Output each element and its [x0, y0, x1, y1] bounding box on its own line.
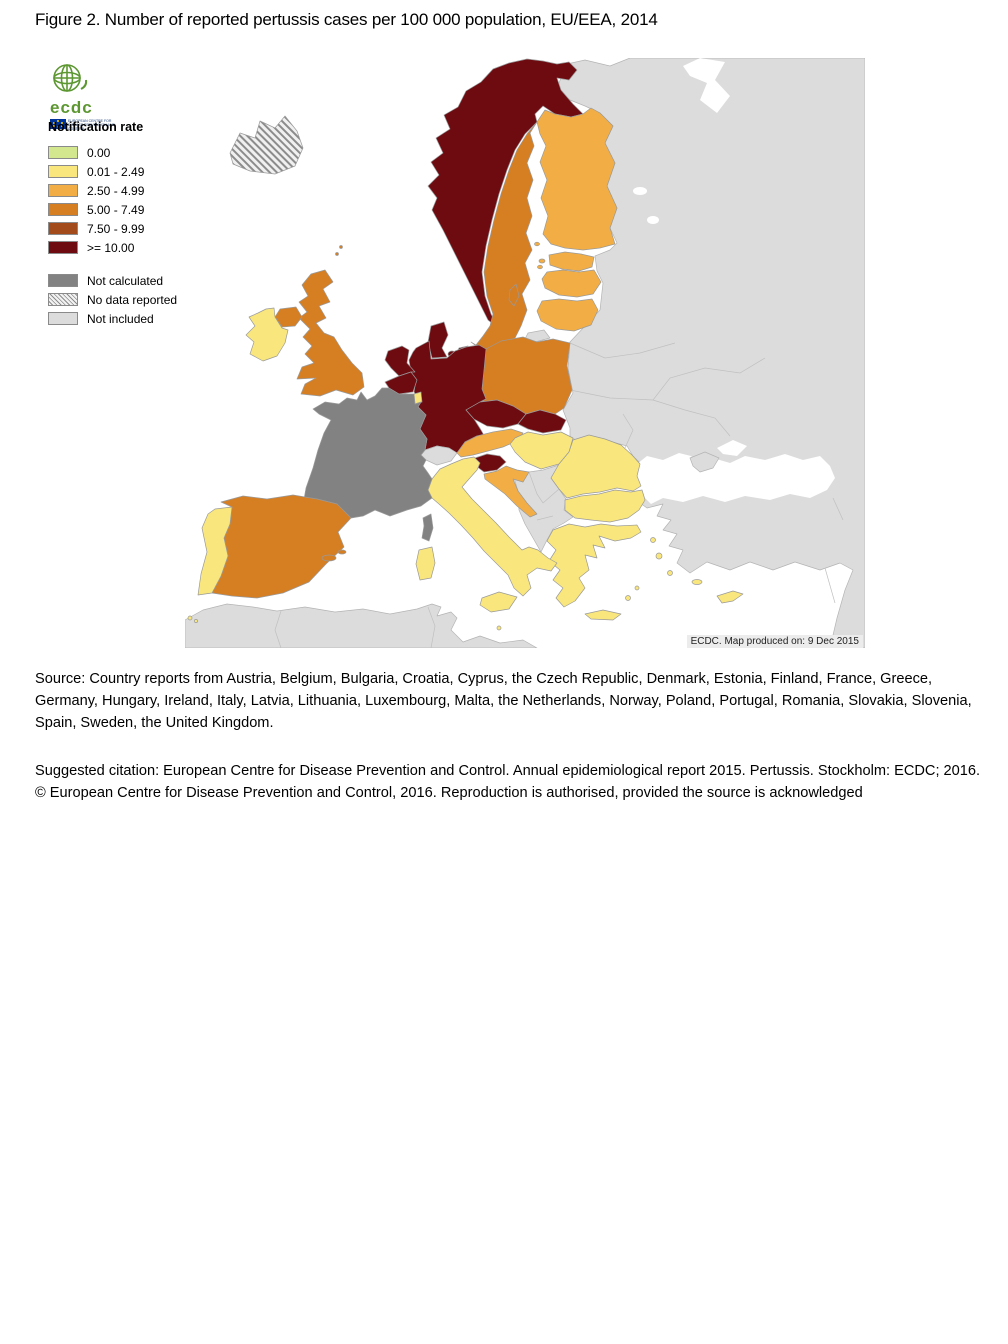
legend-item-r0: 0.00 [48, 143, 198, 162]
white-sea [683, 58, 730, 113]
legend-rate-classes: 0.00 0.01 - 2.49 2.50 - 4.99 5.00 - 7.49 7.5… [48, 143, 198, 257]
legend-label: No data reported [87, 292, 178, 307]
country-norway [427, 58, 584, 329]
country-bulgaria [564, 489, 646, 523]
legend-label: 0.01 - 2.49 [87, 164, 145, 179]
country-non-eu-eea [185, 603, 538, 648]
ecdc-logo: ecdc EUROPEAN CENTRE FOR DISEASE PREVENTI… [48, 62, 168, 132]
country-ireland [245, 307, 289, 362]
country-italy [415, 546, 436, 581]
country-non-eu-eea [513, 464, 574, 553]
legend-item-no_data: No data reported [48, 290, 198, 309]
country-greece [584, 609, 622, 621]
legend-label: Not included [87, 311, 154, 326]
country-estonia [537, 264, 543, 270]
legend-swatch-r5 [48, 241, 78, 254]
country-spain [321, 554, 337, 562]
legend-item-not_calculated: Not calculated [48, 271, 198, 290]
country-united-kingdom [339, 245, 343, 249]
country-cyprus [716, 590, 744, 604]
country-estonia [548, 251, 595, 272]
country-greece [634, 585, 640, 591]
country-greece [650, 537, 656, 543]
lake [647, 216, 659, 224]
copyright-text: © European Centre for Disease Prevention… [35, 785, 863, 801]
legend-swatch-r0 [48, 146, 78, 159]
legend-item-r2: 2.50 - 4.99 [48, 181, 198, 200]
legend-swatch-r3 [48, 203, 78, 216]
country-estonia [538, 258, 546, 264]
legend-label: 0.00 [87, 145, 111, 160]
map-figure: ecdc EUROPEAN CENTRE FOR DISEASE PREVENTI… [35, 58, 865, 654]
legend-label: 7.50 - 9.99 [87, 221, 145, 236]
country-finland [536, 107, 618, 251]
legend-label: 5.00 - 7.49 [87, 202, 145, 217]
country-greece [667, 570, 673, 576]
legend-label: Not calculated [87, 273, 164, 288]
source-text: Source: Country reports from Austria, Be… [35, 671, 972, 731]
country-greece [625, 595, 631, 601]
country-italy [427, 456, 558, 597]
country-finland [534, 241, 540, 247]
legend-item-r5: >= 10.00 [48, 238, 198, 257]
legend-label: 2.50 - 4.99 [87, 183, 145, 198]
legend-item-r4: 7.50 - 9.99 [48, 219, 198, 238]
legend-swatch-r1 [48, 165, 78, 178]
map-attribution: ECDC. Map produced on: 9 Dec 2015 [686, 635, 863, 648]
lake [633, 187, 647, 195]
legend-item-r3: 5.00 - 7.49 [48, 200, 198, 219]
country-italy [479, 591, 518, 613]
legend-title: Notification rate [48, 120, 144, 134]
country-romania [550, 434, 642, 499]
ecdc-globe-icon [53, 64, 88, 92]
country-united-kingdom [335, 252, 339, 256]
country-portugal [187, 615, 193, 621]
crimea [689, 451, 720, 473]
citation-text: Suggested citation: European Centre for … [35, 763, 981, 779]
legend-swatch-no_data [48, 293, 78, 306]
country-latvia [541, 269, 602, 298]
legend-swatch-r4 [48, 222, 78, 235]
legend-item-not_included: Not included [48, 309, 198, 328]
sea-of-azov [717, 440, 747, 456]
country-netherlands [384, 345, 416, 377]
country-malta [496, 625, 502, 631]
ecdc-wordmark: ecdc [50, 98, 93, 117]
legend-item-r1: 0.01 - 2.49 [48, 162, 198, 181]
ecdc-logo-subtext: EUROPEAN CENTRE FOR DISEASE PREVENTION AN… [68, 119, 116, 132]
europe-choropleth-map [185, 58, 865, 648]
country-lithuania [536, 298, 599, 332]
legend-swatch-not_included [48, 312, 78, 325]
footer-text: Source: Country reports from Austria, Be… [35, 668, 985, 804]
country-france [421, 513, 434, 542]
legend-label: >= 10.00 [87, 240, 135, 255]
eu-flag-icon [50, 119, 66, 129]
country-united-kingdom [296, 269, 365, 397]
country-greece [691, 579, 703, 585]
country-france [302, 387, 433, 519]
legend-swatch-not_calculated [48, 274, 78, 287]
legend-swatch-r2 [48, 184, 78, 197]
country-sweden [508, 283, 520, 307]
country-greece [655, 552, 663, 560]
country-greece [546, 523, 642, 608]
country-portugal [194, 619, 198, 623]
map-legend: Notification rate 0.00 0.01 - 2.49 2.50 - … [48, 120, 198, 328]
legend-status-classes: Not calculated No data reported Not includ… [48, 271, 198, 328]
figure-title: Figure 2. Number of reported pertussis c… [35, 10, 658, 29]
black-sea [637, 453, 835, 504]
country-iceland [229, 115, 304, 175]
country-portugal [197, 506, 233, 596]
country-spain [337, 549, 347, 555]
country-croatia [483, 465, 538, 518]
country-slovakia [517, 409, 567, 434]
